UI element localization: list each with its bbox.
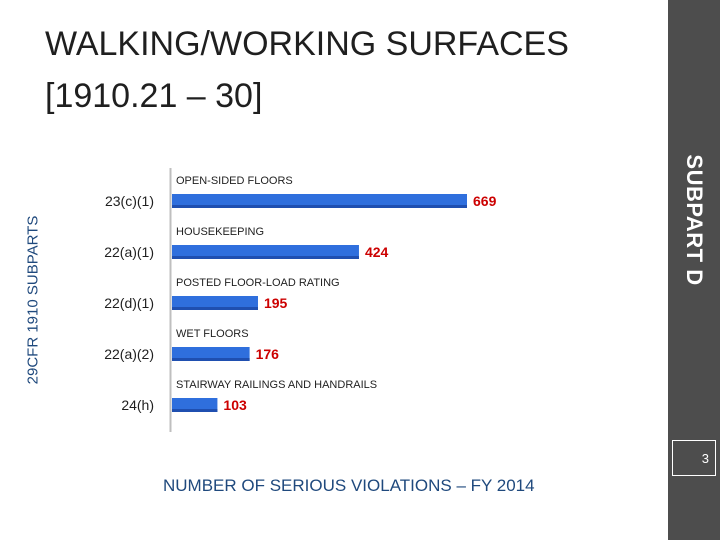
bar-shade <box>172 205 467 208</box>
slide-title: WALKING/WORKING SURFACES [1910.21 – 30] <box>45 25 569 115</box>
bar-22(d)(1) <box>172 296 258 310</box>
bar-annotation: HOUSEKEEPING <box>176 226 264 238</box>
bar-annotation: OPEN-SIDED FLOORS <box>176 175 293 187</box>
value-label: 195 <box>264 295 288 311</box>
category-label: 22(a)(2) <box>104 346 154 362</box>
value-label: 424 <box>365 244 389 260</box>
value-label: 176 <box>256 346 280 362</box>
bar-annotation: POSTED FLOOR-LOAD RATING <box>176 277 340 289</box>
page-number: 3 <box>701 451 709 466</box>
bar-22(a)(2) <box>172 347 250 361</box>
violations-bar-chart: 23(c)(1) OPEN-SIDED FLOORS 669 22(a)(1) HOUS… <box>104 168 497 432</box>
page-number-box: 3 <box>672 440 716 476</box>
subpart-label: SUBPART D <box>682 154 707 286</box>
category-label: 22(a)(1) <box>104 244 154 260</box>
category-label: 24(h) <box>121 397 154 413</box>
value-label: 103 <box>223 397 247 413</box>
category-label: 22(d)(1) <box>104 295 154 311</box>
category-label: 23(c)(1) <box>105 193 154 209</box>
bar-24(h) <box>172 398 218 412</box>
bar-22(a)(1) <box>172 245 359 259</box>
bar-annotation: WET FLOORS <box>176 328 249 340</box>
x-axis-title: NUMBER OF SERIOUS VIOLATIONS – FY 2014 <box>163 476 535 495</box>
bar-23(c)(1) <box>172 194 467 208</box>
bar-shade <box>172 256 359 259</box>
bar-shade <box>172 358 250 361</box>
sidebar-panel <box>668 0 720 540</box>
bar-shade <box>172 307 258 310</box>
bar-annotation: STAIRWAY RAILINGS AND HANDRAILS <box>176 379 377 391</box>
value-label: 669 <box>473 193 497 209</box>
bar-shade <box>172 409 218 412</box>
